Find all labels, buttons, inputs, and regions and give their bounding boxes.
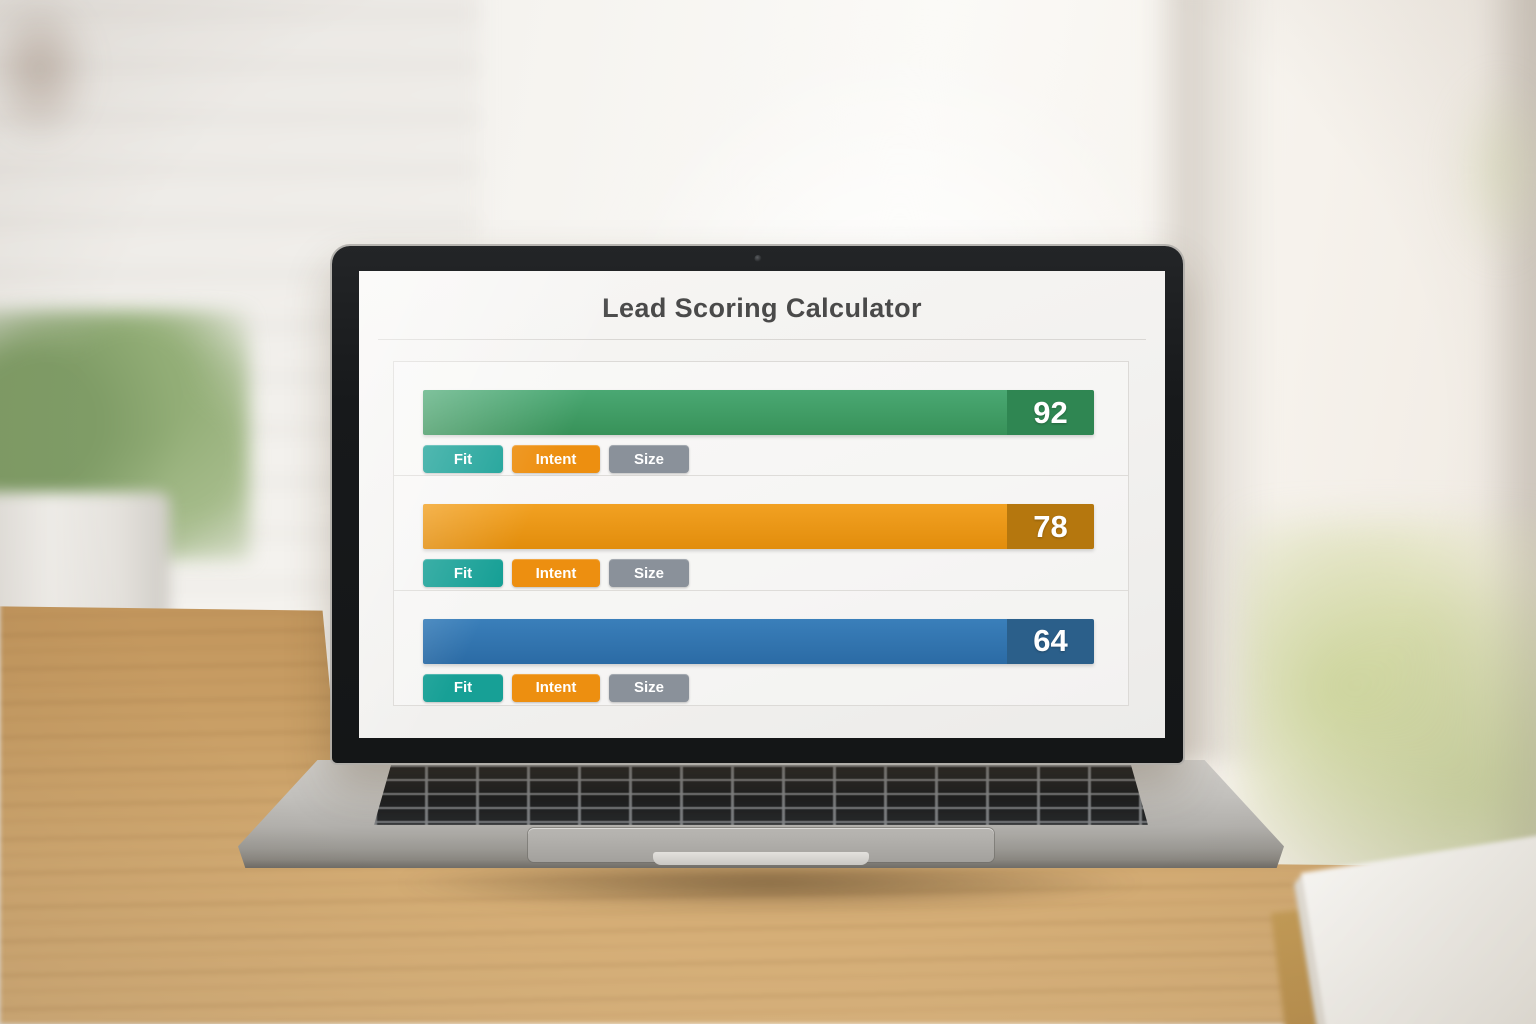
webcam-icon <box>754 255 761 262</box>
score-panel: 92 Fit Intent Size 78 Fit Inte <box>393 361 1129 706</box>
score-bar-fill <box>423 504 1007 550</box>
score-chip: 92 <box>1007 390 1094 435</box>
size-badge[interactable]: Size <box>609 445 689 473</box>
badge-row: Fit Intent Size <box>423 673 1094 702</box>
score-bar: 78 <box>423 504 1094 550</box>
laptop-base <box>238 760 1284 868</box>
size-badge[interactable]: Size <box>609 673 689 702</box>
greenery-bokeh-top <box>1430 40 1536 300</box>
app-window: Lead Scoring Calculator 92 Fit Intent Si… <box>359 271 1165 738</box>
intent-badge[interactable]: Intent <box>512 445 600 473</box>
score-chip: 64 <box>1007 618 1094 664</box>
intent-badge[interactable]: Intent <box>512 673 600 702</box>
score-chip: 78 <box>1007 504 1094 550</box>
plant-pot <box>0 492 170 672</box>
score-row: 64 Fit Intent Size <box>394 591 1128 705</box>
size-badge[interactable]: Size <box>609 559 689 588</box>
title-divider <box>378 339 1146 340</box>
badge-row: Fit Intent Size <box>423 445 1094 473</box>
laptop-keyboard[interactable] <box>374 765 1148 825</box>
intent-badge[interactable]: Intent <box>512 559 600 588</box>
fit-badge[interactable]: Fit <box>423 559 503 588</box>
laptop-lid-notch <box>653 852 869 865</box>
score-row: 92 Fit Intent Size <box>394 362 1128 477</box>
laptop-screen-bezel: Lead Scoring Calculator 92 Fit Intent Si… <box>332 246 1183 763</box>
page-title: Lead Scoring Calculator <box>602 293 922 323</box>
notebook-board <box>1270 871 1536 1024</box>
fit-badge[interactable]: Fit <box>423 673 503 702</box>
score-bar: 64 <box>423 618 1094 664</box>
badge-row: Fit Intent Size <box>423 559 1094 588</box>
score-row: 78 Fit Intent Size <box>394 476 1128 591</box>
corner-shade <box>0 0 110 170</box>
notebook-papers <box>1301 813 1536 1024</box>
window-frame-right <box>1480 0 1536 880</box>
greenery-bokeh <box>1240 520 1536 940</box>
score-bar-fill <box>423 618 1007 664</box>
score-bar-fill <box>423 390 1007 435</box>
score-bar: 92 <box>423 390 1094 435</box>
plant-foliage <box>0 310 250 560</box>
fit-badge[interactable]: Fit <box>423 445 503 473</box>
